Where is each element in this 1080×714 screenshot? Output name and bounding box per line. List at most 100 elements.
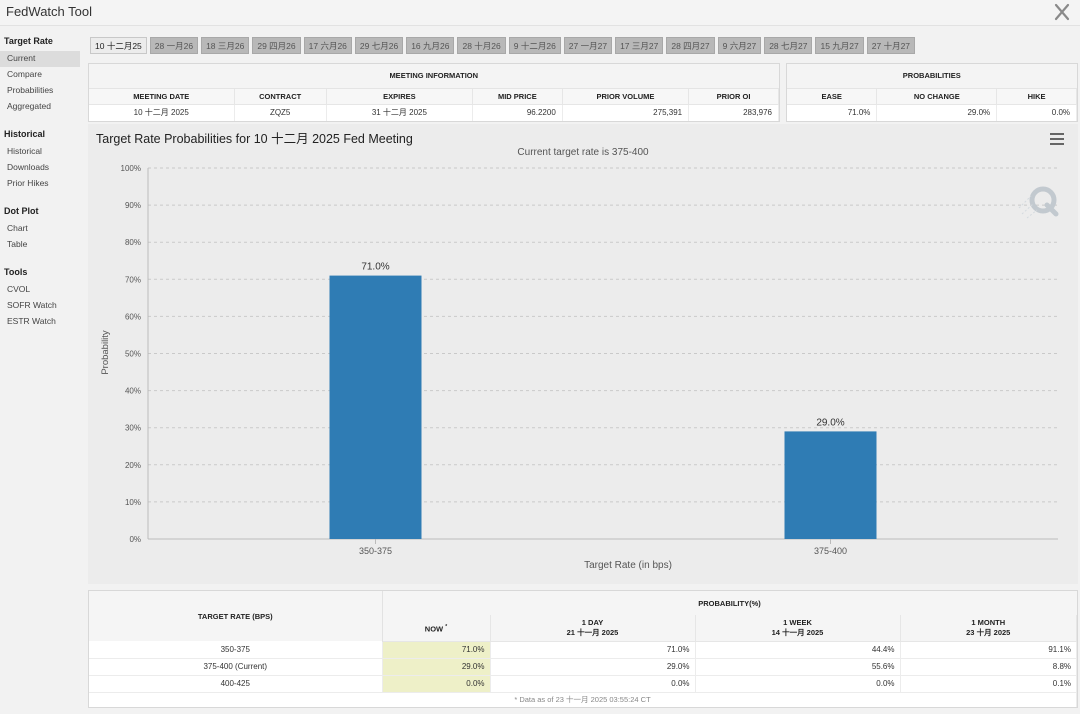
one-week-cell: 0.0%: [695, 675, 901, 693]
table-row: 71.0% 29.0% 0.0%: [787, 104, 1077, 121]
column-header: HIKE: [996, 88, 1077, 105]
tab-meeting[interactable]: 29 四月26: [252, 37, 301, 54]
y-tick-label: 80%: [125, 238, 141, 247]
sidebar-item-historical[interactable]: Historical: [7, 146, 42, 156]
one-day-cell: 0.0%: [490, 675, 696, 693]
probabilities-panel: PROBABILITIES EASE NO CHANGE HIKE 71.0% …: [786, 63, 1078, 122]
x-axis-title: Target Rate (in bps): [584, 560, 672, 571]
one-month-cell: 8.8%: [900, 658, 1077, 676]
meeting-information-panel: MEETING INFORMATION MEETING DATE CONTRAC…: [88, 63, 780, 122]
now-header-label: NOW: [424, 624, 444, 633]
tab-meeting[interactable]: 27 十月27: [866, 37, 916, 54]
probability-history-panel: TARGET RATE (BPS) PROBABILITY(%) NOW * 1…: [88, 590, 1078, 708]
sidebar-item-table[interactable]: Table: [7, 239, 28, 249]
sidebar-item-aggregated[interactable]: Aggregated: [7, 101, 51, 111]
tab-meeting[interactable]: 28 一月26: [149, 37, 199, 54]
x-tick-label: 350-375: [359, 546, 392, 556]
bar: [329, 275, 422, 539]
chart-title: Target Rate Probabilities for 10 十二月 202…: [96, 132, 413, 146]
sidebar-item-current[interactable]: Current: [0, 51, 80, 67]
one-week-header: 1 WEEK 14 十一月 2025: [695, 615, 901, 642]
now-header: NOW *: [382, 615, 491, 642]
one-month-header: 1 MONTH 23 十月 2025: [900, 615, 1077, 642]
one-week-cell: 55.6%: [695, 658, 901, 676]
close-icon[interactable]: [1052, 2, 1072, 22]
table-row: 350-375 71.0% 71.0% 44.4% 91.1%: [89, 641, 1077, 659]
y-tick-label: 50%: [125, 350, 141, 359]
data-label: 29.0%: [816, 417, 844, 428]
one-day-label: 1 DAY: [581, 617, 604, 627]
app-title: FedWatch Tool: [6, 4, 92, 19]
column-header: NO CHANGE: [876, 88, 998, 105]
column-header: MID PRICE: [472, 88, 563, 105]
prior-oi-cell: 283,976: [688, 104, 779, 121]
tab-meeting[interactable]: 15 九月27: [815, 37, 864, 54]
sidebar-item-compare[interactable]: Compare: [7, 69, 42, 79]
data-timestamp-footnote: * Data as of 23 十一月 2025 03:55:24 CT: [89, 692, 1077, 707]
column-header: EXPIRES: [326, 88, 473, 105]
sidebar-item-estr-watch[interactable]: ESTR Watch: [7, 316, 56, 326]
data-label: 71.0%: [361, 262, 389, 273]
meeting-date-cell: 10 十二月 2025: [89, 104, 235, 121]
tab-meeting[interactable]: 28 四月27: [666, 37, 715, 54]
now-footnote-mark: *: [445, 623, 448, 630]
now-cell: 29.0%: [382, 658, 491, 676]
tab-meeting[interactable]: 18 三月26: [201, 37, 250, 54]
sidebar-item-probabilities[interactable]: Probabilities: [7, 85, 54, 95]
meeting-information-table: MEETING INFORMATION MEETING DATE CONTRAC…: [89, 64, 779, 121]
y-tick-label: 40%: [125, 387, 141, 396]
y-tick-label: 90%: [125, 201, 141, 210]
one-month-cell: 91.1%: [900, 641, 1077, 659]
tab-meeting[interactable]: 9 六月27: [717, 37, 762, 54]
sidebar-item-chart[interactable]: Chart: [7, 223, 28, 233]
sidebar-heading-target-rate: Target Rate: [4, 36, 53, 46]
one-week-cell: 44.4%: [695, 641, 901, 659]
tab-meeting[interactable]: 10 十二月25: [90, 37, 147, 54]
sidebar-heading-historical: Historical: [4, 129, 46, 139]
one-day-date: 21 十一月 2025: [566, 627, 619, 637]
one-month-date: 23 十月 2025: [966, 627, 1011, 637]
meeting-tabs: 10 十二月25 28 一月26 18 三月26 29 四月26 17 六月26…: [90, 37, 916, 54]
y-tick-label: 100%: [121, 164, 141, 173]
tab-meeting[interactable]: 27 一月27: [563, 37, 613, 54]
hamburger-menu-icon[interactable]: [1050, 133, 1064, 145]
table-row: 375-400 (Current) 29.0% 29.0% 55.6% 8.8%: [89, 658, 1077, 676]
tab-meeting[interactable]: 16 九月26: [406, 37, 455, 54]
now-cell: 0.0%: [382, 675, 491, 693]
tab-meeting[interactable]: 17 三月27: [615, 37, 664, 54]
prior-volume-cell: 275,391: [562, 104, 690, 121]
tab-meeting[interactable]: 28 七月27: [764, 37, 813, 54]
tab-meeting[interactable]: 17 六月26: [303, 37, 352, 54]
column-header: CONTRACT: [234, 88, 327, 105]
x-tick-label: 375-400: [814, 546, 847, 556]
sidebar-item-downloads[interactable]: Downloads: [7, 162, 50, 172]
y-tick-label: 70%: [125, 275, 141, 284]
y-tick-label: 10%: [125, 498, 141, 507]
chart-subtitle: Current target rate is 375-400: [517, 147, 649, 158]
sidebar-heading-dot-plot: Dot Plot: [4, 206, 39, 216]
hike-cell: 0.0%: [996, 104, 1077, 121]
contract-cell: ZQZ5: [234, 104, 327, 121]
y-tick-label: 60%: [125, 312, 141, 321]
y-axis-title: Probability: [100, 330, 111, 375]
one-day-cell: 29.0%: [490, 658, 696, 676]
chart-panel: 0% 10% 20% 30% 40% 50% 60% 70% 80% 90% 100% 71.0% 35…: [88, 124, 1078, 584]
sidebar-item-cvol[interactable]: CVOL: [7, 284, 31, 294]
column-header: PRIOR VOLUME: [562, 88, 690, 105]
one-week-label: 1 WEEK: [783, 617, 812, 627]
sidebar-item-prior-hikes[interactable]: Prior Hikes: [7, 178, 49, 188]
meeting-information-title: MEETING INFORMATION: [89, 64, 779, 89]
tab-meeting[interactable]: 29 七月26: [354, 37, 404, 54]
target-rate-header: TARGET RATE (BPS): [89, 591, 383, 641]
one-month-label: 1 MONTH: [971, 617, 1006, 627]
tab-meeting[interactable]: 28 十月26: [457, 37, 506, 54]
one-day-header: 1 DAY 21 十一月 2025: [490, 615, 696, 642]
tab-meeting[interactable]: 9 十二月26: [508, 37, 561, 54]
one-day-cell: 71.0%: [490, 641, 696, 659]
ease-cell: 71.0%: [787, 104, 878, 121]
table-row: 400-425 0.0% 0.0% 0.0% 0.1%: [89, 675, 1077, 693]
sidebar-item-sofr-watch[interactable]: SOFR Watch: [7, 300, 57, 310]
target-rate-cell: 400-425: [89, 675, 383, 693]
y-tick-label: 30%: [125, 424, 141, 433]
